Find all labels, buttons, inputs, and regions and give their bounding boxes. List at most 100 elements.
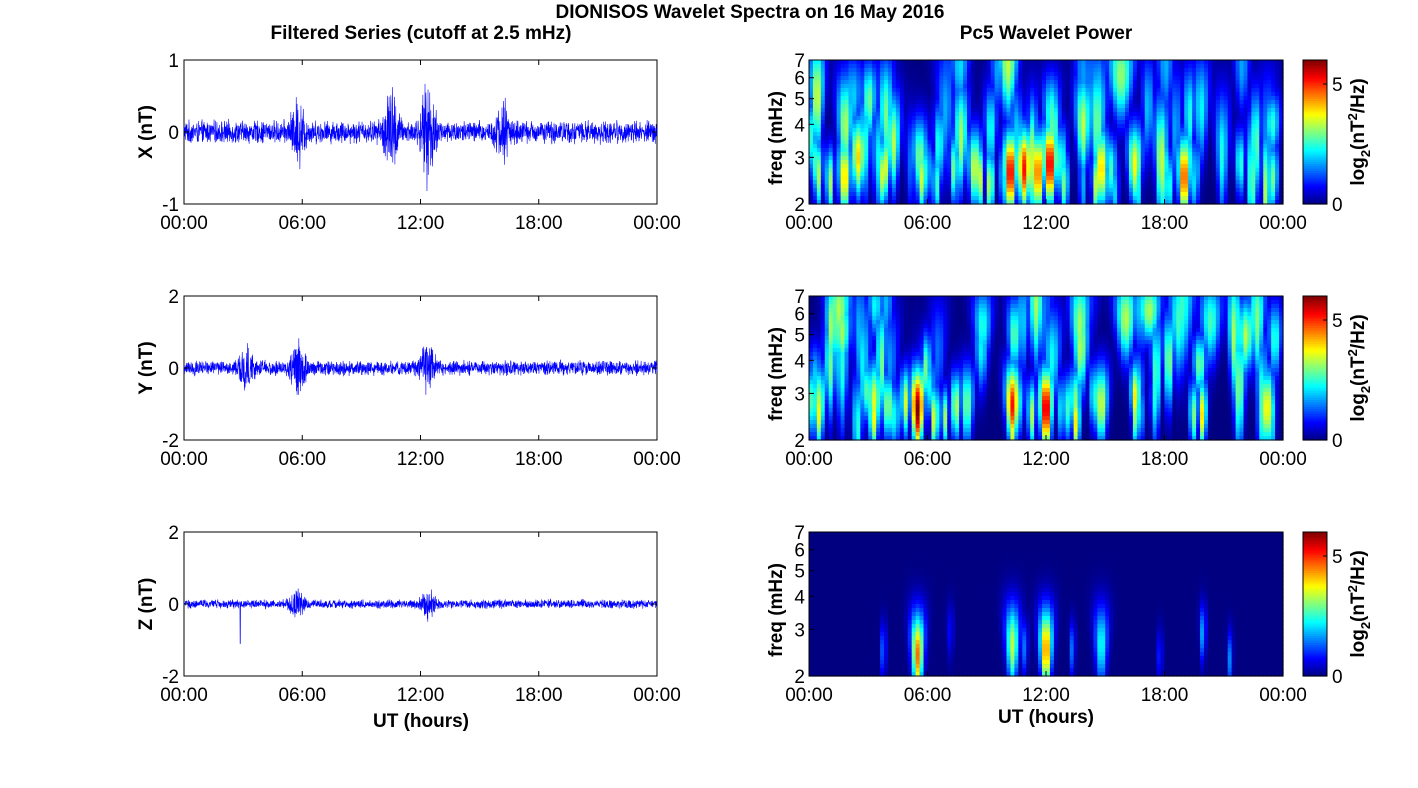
heatmap-cell xyxy=(1081,104,1087,109)
heatmap-cell xyxy=(1188,188,1193,193)
colorbar-swatch xyxy=(1303,80,1327,84)
heatmap-cell xyxy=(1085,168,1091,173)
heatmap-cell xyxy=(1014,140,1019,145)
heatmap-cell xyxy=(911,100,917,105)
heatmap-cell xyxy=(1109,76,1114,81)
heatmap-cell xyxy=(1219,196,1225,201)
heatmap-cell xyxy=(1255,72,1260,77)
heatmap-cell xyxy=(876,164,881,169)
heatmap-cell xyxy=(1271,200,1276,205)
heatmap-cell xyxy=(856,100,861,105)
heatmap-cell xyxy=(880,104,885,109)
colorbar-swatch xyxy=(1303,98,1327,102)
heatmap-cell xyxy=(872,84,877,89)
heatmap-cell xyxy=(927,100,933,105)
heatmap-cell xyxy=(943,76,948,81)
heatmap-cell xyxy=(1211,160,1217,165)
heatmap-cell xyxy=(832,360,838,365)
heatmap-cell xyxy=(1081,152,1087,157)
heatmap-cell xyxy=(1144,92,1150,97)
heatmap-cell xyxy=(860,344,865,349)
heatmap-cell xyxy=(820,80,826,85)
heatmap-cell xyxy=(1077,68,1083,73)
heatmap-cell xyxy=(856,416,861,421)
heatmap-cell xyxy=(824,168,830,173)
heatmap-cell xyxy=(998,148,1004,153)
heatmap-cell xyxy=(832,108,838,113)
heatmap-cell xyxy=(1263,92,1268,97)
heatmap-cell xyxy=(1231,184,1237,189)
heatmap-cell xyxy=(836,416,842,421)
heatmap-cell xyxy=(891,100,897,105)
heatmap-cell xyxy=(836,432,842,437)
heatmap-cell xyxy=(1061,168,1067,173)
heatmap-cell xyxy=(868,140,873,145)
heatmap-cell xyxy=(809,140,814,145)
heatmap-cell xyxy=(959,76,964,81)
heatmap-cell xyxy=(951,128,956,133)
heatmap-cell xyxy=(998,160,1004,165)
heatmap-cell xyxy=(1113,200,1118,205)
heatmap-cell xyxy=(884,96,889,101)
heatmap-cell xyxy=(1192,104,1197,109)
heatmap-cell xyxy=(911,196,917,201)
heatmap-cell xyxy=(1148,148,1154,153)
heatmap-cell xyxy=(907,100,913,105)
heatmap-cell xyxy=(1196,200,1201,205)
heatmap-cell xyxy=(1164,100,1170,105)
heatmap-cell xyxy=(820,152,826,157)
heatmap-cell xyxy=(809,192,814,197)
heatmap-cell xyxy=(931,180,936,185)
heatmap-cell xyxy=(1002,128,1008,133)
heatmap-cell xyxy=(1034,128,1039,133)
heatmap-cell xyxy=(967,172,972,177)
heatmap-cell xyxy=(1030,136,1035,141)
heatmap-cell xyxy=(1279,172,1284,177)
heatmap-cell xyxy=(812,84,818,89)
heatmap-cell xyxy=(884,180,889,185)
heatmap-cell xyxy=(1172,136,1177,141)
heatmap-cell xyxy=(1002,136,1008,141)
heatmap-cell xyxy=(1204,112,1209,117)
heatmap-cell xyxy=(852,180,857,185)
heatmap-cell xyxy=(1042,200,1047,205)
heatmap-cell xyxy=(1085,188,1091,193)
heatmap-cell xyxy=(1105,80,1110,85)
heatmap-cell xyxy=(1164,132,1170,137)
heatmap-cell xyxy=(1125,84,1130,89)
heatmap-cell xyxy=(967,128,972,133)
heatmap-cell xyxy=(1275,196,1280,201)
heatmap-cell xyxy=(812,392,818,397)
heatmap-cell xyxy=(1152,192,1158,197)
heatmap-cell xyxy=(915,120,921,125)
heatmap-cell xyxy=(816,84,822,89)
heatmap-cell xyxy=(986,112,992,117)
heatmap-cell xyxy=(812,348,818,353)
heatmap-cell xyxy=(852,320,857,325)
heatmap-cell xyxy=(844,400,850,405)
heatmap-cell xyxy=(1239,164,1245,169)
heatmap-cell xyxy=(1097,196,1102,201)
heatmap-cell xyxy=(923,116,929,121)
colorbar-swatch xyxy=(1303,188,1327,192)
heatmap-cell xyxy=(1077,192,1083,197)
heatmap-cell xyxy=(809,344,814,349)
heatmap-cell xyxy=(1160,120,1166,125)
heatmap-cell xyxy=(840,332,846,337)
heatmap-cell xyxy=(856,392,861,397)
heatmap-cell xyxy=(998,184,1004,189)
heatmap-cell xyxy=(923,200,929,205)
heatmap-cell xyxy=(820,96,826,101)
heatmap-cell xyxy=(836,332,842,337)
heatmap-cell xyxy=(1235,112,1241,117)
heatmap-cell xyxy=(1042,80,1047,85)
heatmap-cell xyxy=(1263,148,1268,153)
heatmap-cell xyxy=(876,60,881,65)
heatmap-cell xyxy=(1117,180,1122,185)
heatmap-cell xyxy=(1089,84,1094,89)
heatmap-cell xyxy=(816,324,822,329)
colorbar-swatch xyxy=(1303,141,1327,144)
heatmap-cell xyxy=(1085,112,1091,117)
heatmap-cell xyxy=(844,184,850,189)
heatmap-cell xyxy=(1093,76,1098,81)
